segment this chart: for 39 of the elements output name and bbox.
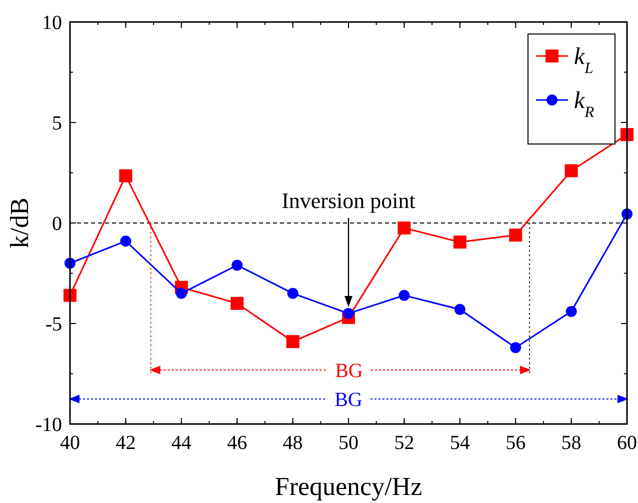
point xyxy=(566,306,577,317)
point xyxy=(287,288,298,299)
point xyxy=(398,290,410,301)
y-tick-label: 10 xyxy=(42,12,62,34)
point xyxy=(232,260,243,271)
point xyxy=(230,296,244,310)
x-tick-label: 48 xyxy=(282,432,303,454)
point xyxy=(176,288,187,299)
x-tick-label: 46 xyxy=(227,432,248,454)
x-tick-label: 44 xyxy=(171,432,192,454)
annotation: BG xyxy=(334,389,362,411)
annotation: BG xyxy=(335,360,363,382)
legend-label: k$_{R}$ xyxy=(574,88,595,120)
y-tick-label: 0 xyxy=(52,213,62,235)
point xyxy=(120,236,132,247)
x-axis-title: Frequency/Hz xyxy=(274,472,422,501)
x-tick-label: 42 xyxy=(116,432,136,454)
point xyxy=(509,228,522,242)
point xyxy=(398,222,411,235)
x-tick-label: 58 xyxy=(561,432,582,454)
x-tick-label: 50 xyxy=(338,432,358,454)
x-tick-label: 40 xyxy=(60,432,80,454)
x-tick-label: 60 xyxy=(617,432,637,454)
point xyxy=(564,164,578,178)
x-tick-label: 56 xyxy=(506,432,526,454)
point xyxy=(119,169,132,182)
y-tick-label: -10 xyxy=(35,414,62,436)
point xyxy=(510,342,522,354)
point xyxy=(286,335,300,348)
legend-label: k$_{L}$ xyxy=(574,44,594,76)
point xyxy=(454,304,466,315)
point xyxy=(453,236,466,249)
annotation: Inversion point xyxy=(282,188,416,213)
y-axis-title: k/dB xyxy=(5,198,34,248)
x-tick-label: 54 xyxy=(450,432,470,454)
x-tick-label: 52 xyxy=(394,432,414,454)
point xyxy=(343,308,354,319)
y-tick-label: -5 xyxy=(45,314,62,336)
y-tick-label: 5 xyxy=(52,112,62,134)
